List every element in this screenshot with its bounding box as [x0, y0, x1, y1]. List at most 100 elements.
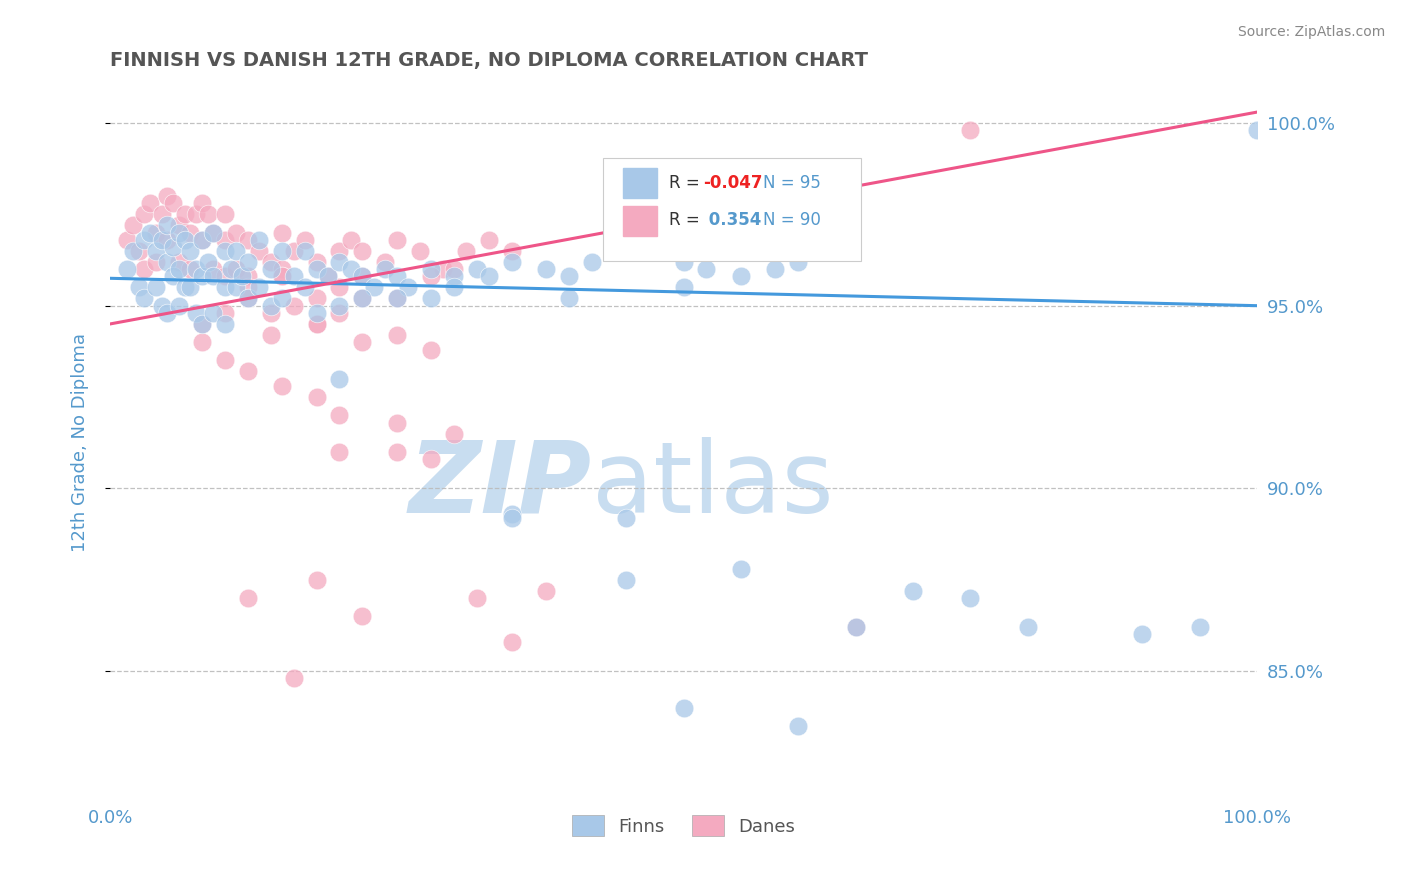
Point	[730, 562, 752, 576]
Point	[214, 269, 236, 284]
Point	[787, 255, 810, 269]
Point	[271, 244, 294, 258]
Point	[173, 207, 195, 221]
Point	[167, 226, 190, 240]
Text: -0.047: -0.047	[703, 174, 762, 192]
Point	[501, 634, 523, 648]
Point	[202, 269, 225, 284]
Point	[236, 292, 259, 306]
Bar	[623, 206, 657, 236]
Point	[305, 255, 328, 269]
Point	[259, 327, 281, 342]
Point	[730, 269, 752, 284]
Point	[385, 233, 408, 247]
Point	[352, 244, 374, 258]
Legend: Finns, Danes: Finns, Danes	[564, 808, 803, 843]
Point	[443, 426, 465, 441]
Point	[145, 255, 167, 269]
Point	[214, 207, 236, 221]
Point	[845, 620, 868, 634]
Point	[214, 317, 236, 331]
Point	[191, 269, 214, 284]
Text: atlas: atlas	[592, 437, 834, 534]
Point	[271, 269, 294, 284]
Point	[117, 262, 139, 277]
Point	[236, 255, 259, 269]
Point	[316, 269, 339, 284]
Point	[845, 620, 868, 634]
Point	[122, 244, 145, 258]
Point	[214, 306, 236, 320]
Point	[162, 240, 184, 254]
Point	[271, 226, 294, 240]
Point	[305, 317, 328, 331]
Point	[259, 299, 281, 313]
Point	[167, 299, 190, 313]
Point	[179, 226, 201, 240]
Point	[328, 299, 350, 313]
Point	[202, 262, 225, 277]
Point	[162, 269, 184, 284]
Point	[156, 189, 179, 203]
Point	[1017, 620, 1039, 634]
Point	[197, 207, 219, 221]
Point	[236, 269, 259, 284]
Point	[763, 262, 786, 277]
Point	[191, 233, 214, 247]
FancyBboxPatch shape	[603, 158, 862, 261]
Point	[236, 364, 259, 378]
Point	[184, 306, 207, 320]
Text: N = 95: N = 95	[762, 174, 821, 192]
Point	[225, 262, 247, 277]
Text: R =: R =	[669, 211, 704, 228]
Point	[134, 233, 156, 247]
Point	[614, 510, 637, 524]
Point	[271, 269, 294, 284]
Text: ZIP: ZIP	[409, 437, 592, 534]
Point	[352, 335, 374, 350]
Point	[1246, 123, 1268, 137]
Point	[134, 292, 156, 306]
Point	[614, 244, 637, 258]
Point	[191, 233, 214, 247]
Text: R =: R =	[669, 174, 704, 192]
Point	[477, 269, 499, 284]
Point	[614, 573, 637, 587]
Point	[534, 262, 557, 277]
Point	[328, 280, 350, 294]
Point	[179, 280, 201, 294]
Point	[305, 317, 328, 331]
Point	[328, 244, 350, 258]
Point	[236, 292, 259, 306]
Point	[352, 609, 374, 624]
Point	[156, 255, 179, 269]
Point	[191, 196, 214, 211]
Point	[385, 269, 408, 284]
Point	[156, 306, 179, 320]
Point	[305, 390, 328, 404]
Point	[225, 244, 247, 258]
Point	[173, 233, 195, 247]
Point	[901, 583, 924, 598]
Point	[420, 262, 443, 277]
Point	[145, 280, 167, 294]
Point	[672, 255, 695, 269]
Point	[385, 445, 408, 459]
Point	[477, 233, 499, 247]
Point	[385, 292, 408, 306]
Point	[247, 233, 270, 247]
Point	[128, 280, 150, 294]
Point	[340, 233, 363, 247]
Point	[214, 280, 236, 294]
Point	[179, 244, 201, 258]
Point	[271, 379, 294, 393]
Point	[191, 335, 214, 350]
Point	[501, 507, 523, 521]
Point	[202, 306, 225, 320]
Point	[202, 226, 225, 240]
Point	[191, 317, 214, 331]
Point	[294, 280, 316, 294]
Point	[340, 262, 363, 277]
Point	[465, 591, 488, 605]
Point	[231, 269, 253, 284]
